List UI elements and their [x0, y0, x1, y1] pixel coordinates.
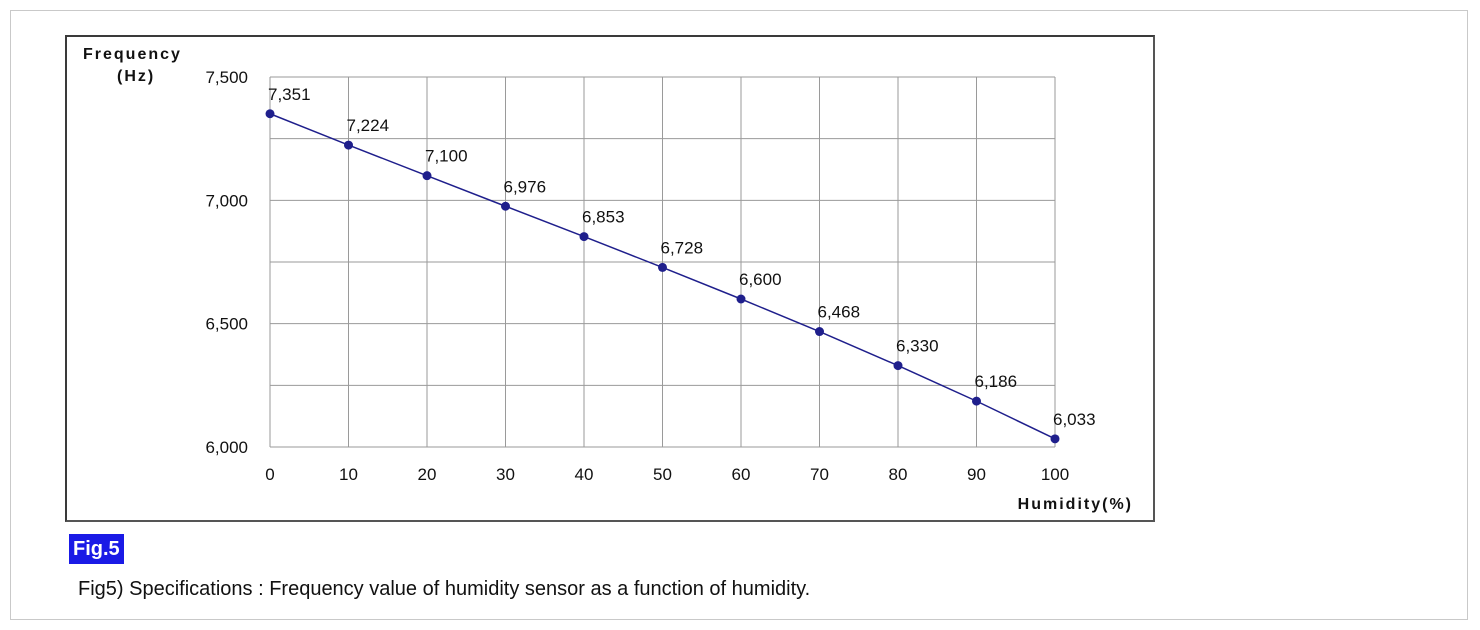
data-point [344, 140, 353, 150]
figure-badge: Fig.5 [69, 534, 124, 564]
data-label: 6,600 [739, 270, 782, 289]
data-point [422, 171, 432, 181]
x-tick-label: 50 [653, 465, 672, 484]
x-axis-title: Humidity(%) [1018, 496, 1133, 513]
x-tick-label: 80 [889, 465, 908, 484]
x-tick-label: 70 [810, 465, 829, 484]
data-label: 6,728 [661, 238, 704, 257]
data-point [658, 262, 667, 272]
data-point [815, 327, 824, 337]
x-tick-label: 0 [265, 465, 274, 484]
data-point [1050, 434, 1060, 444]
x-tick-label: 20 [418, 465, 437, 484]
x-tick-label: 40 [575, 465, 594, 484]
data-point [736, 294, 746, 304]
data-label: 6,468 [818, 303, 861, 322]
x-tick-label: 90 [967, 465, 986, 484]
data-label: 6,330 [896, 337, 939, 356]
data-label: 7,224 [347, 116, 390, 135]
data-label: 7,351 [268, 85, 311, 104]
data-point [501, 201, 510, 211]
axis-layer: 7,500 7,000 6,500 6,000 0 10 20 30 40 50 60 70 80 90 1… [205, 68, 1069, 484]
data-label: 6,976 [504, 177, 547, 196]
humidity-frequency-chart: 7,500 7,000 6,500 6,000 0 10 20 30 40 50 60 70 80 90 1… [83, 46, 1133, 513]
y-tick-label: 6,000 [205, 438, 248, 457]
figure-frame [10, 10, 1468, 620]
data-point [893, 361, 903, 371]
data-label: 7,100 [425, 147, 468, 166]
data-point [972, 396, 981, 406]
y-axis-title-line1: Frequency [83, 46, 182, 63]
x-tick-label: 100 [1041, 465, 1069, 484]
series-layer [265, 109, 1060, 444]
label-layer: 7,351 7,224 7,100 6,976 6,853 6,728 6,600 6,468… [268, 85, 1096, 429]
figure-caption: Fig5) Specifications : Frequency value o… [78, 578, 811, 600]
y-tick-label: 7,000 [205, 191, 248, 210]
x-tick-label: 10 [339, 465, 358, 484]
data-label: 6,186 [975, 372, 1018, 391]
data-point [265, 109, 275, 119]
y-tick-label: 6,500 [205, 315, 248, 334]
data-label: 6,033 [1053, 410, 1096, 429]
data-label: 6,853 [582, 208, 625, 227]
y-tick-label: 7,500 [205, 68, 248, 87]
data-point [579, 232, 589, 242]
y-axis-title-line2: (Hz) [117, 68, 155, 85]
chart-container: 7,500 7,000 6,500 6,000 0 10 20 30 40 50 60 70 80 90 1… [65, 35, 1155, 522]
grid-layer [269, 76, 1056, 448]
x-tick-label: 60 [732, 465, 751, 484]
x-tick-label: 30 [496, 465, 515, 484]
